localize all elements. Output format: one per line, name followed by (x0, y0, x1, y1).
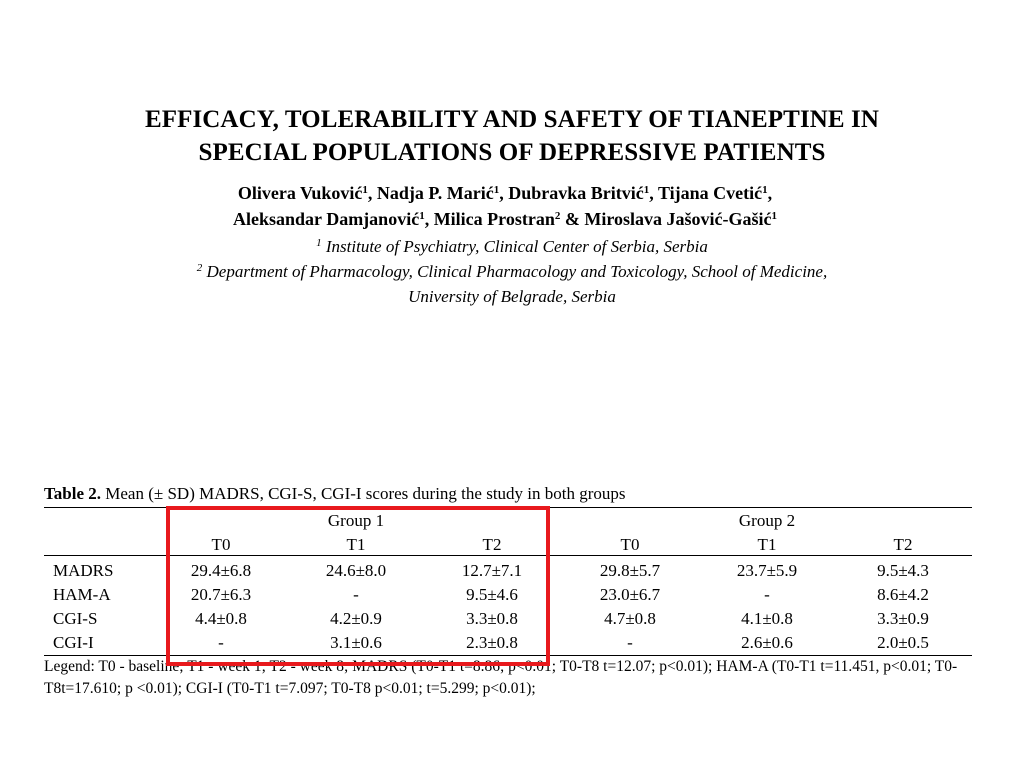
group-header: Group 2 (738, 511, 796, 530)
table-cell: 24.6±8.0 (325, 561, 387, 580)
table-cell: 3.3±0.9 (877, 609, 929, 628)
row-label: HAM-A (53, 585, 111, 604)
table-cell: 4.4±0.8 (195, 609, 247, 628)
affiliation-text: University of Belgrade, Serbia (408, 287, 616, 306)
group-header: Group 1 (327, 511, 385, 530)
table-header-rule (44, 555, 972, 556)
affiliation-mark: 2 (554, 210, 561, 222)
table-cell: 29.8±5.7 (599, 561, 661, 580)
author-line: Olivera Vuković1, Nadja P. Marić1, Dubra… (0, 180, 1010, 206)
author-name: Dubravka Britvić (508, 183, 644, 203)
table-cell: 4.7±0.8 (604, 609, 656, 628)
author-separator: , (499, 183, 509, 203)
table-cell: 29.4±6.8 (190, 561, 252, 580)
author-name: Nadja P. Marić (376, 183, 494, 203)
table-cell: - (353, 585, 359, 604)
row-label: MADRS (53, 561, 114, 580)
author-name: Aleksandar Damjanović (233, 209, 420, 229)
author-separator: , (767, 183, 773, 203)
table-bottom-rule (44, 655, 972, 656)
affiliation-mark: 1 (419, 210, 425, 222)
table-cell: - (764, 585, 770, 604)
column-header: T1 (346, 535, 366, 554)
row-label: CGI-I (53, 633, 94, 652)
paper-title: EFFICACY, TOLERABILITY AND SAFETY OF TIA… (0, 103, 1024, 169)
table-cell: 3.3±0.8 (466, 609, 518, 628)
author-separator: , (367, 183, 377, 203)
column-header: T2 (482, 535, 502, 554)
author-separator: , (424, 209, 434, 229)
table-cell: - (627, 633, 633, 652)
author-separator: , (649, 183, 658, 203)
title-line: EFFICACY, TOLERABILITY AND SAFETY OF TIA… (144, 106, 880, 133)
title-line: SPECIAL POPULATIONS OF DEPRESSIVE PATIEN… (198, 139, 826, 166)
table-caption-label: Table 2. (44, 484, 102, 503)
author-name: Tijana Cvetić (657, 183, 763, 203)
table-cell: 2.6±0.6 (741, 633, 793, 652)
author-separator: & (560, 209, 585, 229)
column-header: T1 (757, 535, 777, 554)
affiliation-text: Department of Pharmacology, Clinical Pha… (202, 262, 828, 281)
author-name: Miroslava Jašović-Gašić (584, 209, 772, 229)
affiliation-line: 2 Department of Pharmacology, Clinical P… (0, 259, 1024, 284)
affiliation-mark: 1 (316, 237, 322, 249)
table-cell: 23.0±6.7 (599, 585, 661, 604)
table-cell: 3.1±0.6 (330, 633, 382, 652)
affiliation-line: University of Belgrade, Serbia (0, 284, 1024, 309)
table-cell: 4.2±0.9 (330, 609, 382, 628)
affiliation-mark: 1 (762, 184, 768, 196)
table-cell: 2.0±0.5 (877, 633, 929, 652)
table-cell: 20.7±6.3 (190, 585, 252, 604)
author-name: Milica Prostran (433, 209, 555, 229)
table-cell: 12.7±7.1 (461, 561, 523, 580)
table-caption: Table 2. Mean (± SD) MADRS, CGI-S, CGI-I… (44, 484, 626, 504)
affiliation-mark: 2 (196, 262, 203, 274)
highlight-box (166, 506, 550, 666)
table-cell: - (218, 633, 224, 652)
affiliation-mark: 1 (493, 184, 500, 196)
row-label: CGI-S (53, 609, 98, 628)
table-cell: 23.7±5.9 (736, 561, 798, 580)
table-cell: 8.6±4.2 (877, 585, 929, 604)
table-cell: 2.3±0.8 (466, 633, 518, 652)
column-header: T2 (893, 535, 913, 554)
affiliation-mark: 1 (362, 184, 368, 196)
table-caption-text: Mean (± SD) MADRS, CGI-S, CGI-I scores d… (101, 484, 626, 503)
affiliation-list: 1 Institute of Psychiatry, Clinical Cent… (0, 234, 1024, 309)
author-list: Olivera Vuković1, Nadja P. Marić1, Dubra… (0, 180, 1010, 232)
affiliation-mark: 1 (643, 184, 650, 196)
column-header: T0 (620, 535, 640, 554)
table-cell: 9.5±4.3 (877, 561, 929, 580)
affiliation-text: Institute of Psychiatry, Clinical Center… (321, 237, 708, 256)
table-cell: 9.5±4.6 (466, 585, 518, 604)
author-line: Aleksandar Damjanović1, Milica Prostran2… (0, 206, 1010, 232)
author-name: Olivera Vuković (237, 183, 363, 203)
column-header: T0 (211, 535, 231, 554)
affiliation-line: 1 Institute of Psychiatry, Clinical Cent… (0, 234, 1024, 259)
affiliation-mark: 1 (771, 210, 777, 222)
table-cell: 4.1±0.8 (741, 609, 793, 628)
